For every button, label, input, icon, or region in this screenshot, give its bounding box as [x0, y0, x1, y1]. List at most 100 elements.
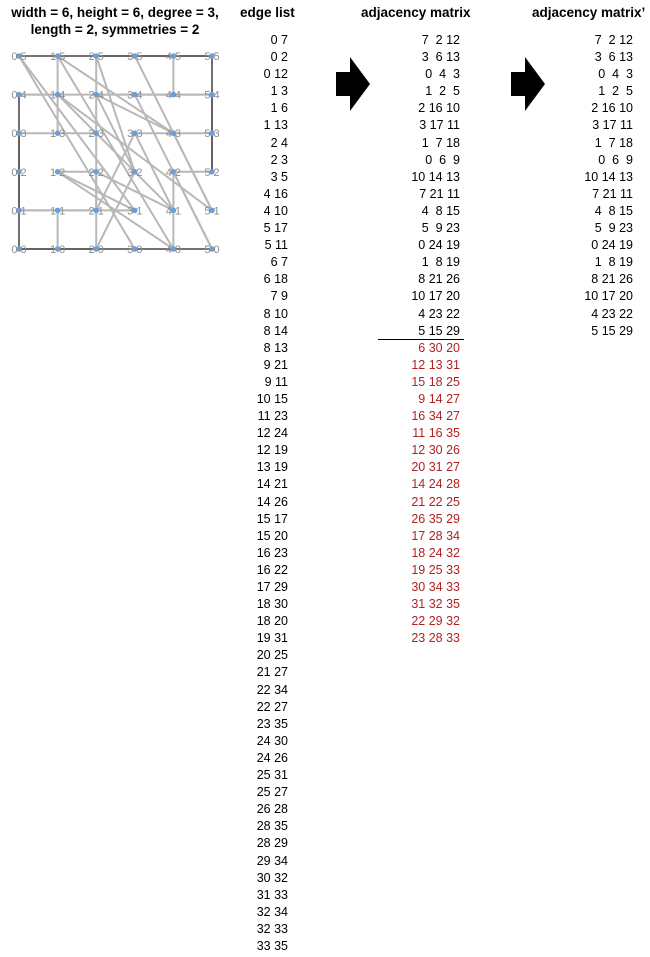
- adjacency-row: 0 24 19: [418, 238, 460, 253]
- node-label: 3 3: [127, 128, 142, 140]
- adjacency-row-extra: 21 22 25: [411, 494, 460, 509]
- edge-row: 32 33: [256, 921, 288, 936]
- edge-row: 5 11: [264, 238, 288, 253]
- adjacency-prime-row: 2 16 10: [591, 101, 633, 116]
- node-label: 2 2: [89, 167, 104, 179]
- adjacency-row-extra: 18 24 32: [411, 545, 460, 560]
- adjacency-prime-row: 1 2 5: [598, 84, 633, 99]
- graph-node: [132, 130, 138, 136]
- adjacency-prime-row: 4 8 15: [594, 203, 633, 218]
- node-label: 5 3: [204, 128, 219, 140]
- edge-list-header: edge list: [240, 5, 295, 20]
- graph-edge: [95, 132, 136, 212]
- edge-row: 1 13: [263, 118, 288, 133]
- edge-row: 22 34: [256, 682, 288, 697]
- adjacency-row-extra: 20 31 27: [411, 460, 460, 475]
- adjacency-row: 5 9 23: [421, 221, 460, 236]
- graph-node: [54, 130, 61, 136]
- adjacency-row-extra: 22 29 32: [411, 614, 460, 629]
- adjacency-prime-row: 10 17 20: [584, 289, 633, 304]
- right-arrow-icon: [336, 57, 370, 111]
- node-label: 0 4: [11, 90, 26, 102]
- edge-row: 26 28: [256, 802, 288, 817]
- adjacency-row-extra: 31 32 35: [411, 597, 460, 612]
- edge-row: 2 4: [270, 135, 288, 150]
- node-label: 5 2: [204, 167, 219, 179]
- edge-row: 28 29: [256, 836, 288, 851]
- edge-row: 20 25: [256, 648, 288, 663]
- graph-node: [170, 53, 177, 59]
- node-label: 2 3: [89, 128, 104, 140]
- edge-row: 12 19: [256, 443, 288, 458]
- graph-node: [132, 169, 138, 175]
- graph-node: [132, 246, 138, 252]
- edge-row: 25 31: [256, 768, 288, 783]
- node-label: 5 1: [204, 205, 219, 217]
- node-label: 1 3: [50, 128, 65, 140]
- graph-node: [16, 130, 22, 136]
- adjacency-row: 8 21 26: [418, 272, 460, 287]
- graph-node: [93, 53, 99, 59]
- edge-row: 31 33: [256, 887, 288, 902]
- node-label: 3 2: [127, 167, 142, 179]
- graph-node: [170, 207, 177, 214]
- adjacency-prime-row: 0 24 19: [591, 238, 633, 253]
- adjacency-prime-row: 7 21 11: [592, 186, 633, 201]
- graph-node: [170, 91, 177, 98]
- adjacency-row-extra: 30 34 33: [411, 580, 460, 594]
- adjacency-row-extra: 16 34 27: [411, 409, 460, 424]
- edge-row: 25 27: [256, 785, 288, 800]
- adjacency-row: 7 2 12: [421, 33, 460, 47]
- edge-row: 29 34: [256, 853, 288, 868]
- graph-node: [54, 169, 61, 175]
- edge-row: 1 3: [270, 84, 288, 99]
- adjacency-row: 4 23 22: [418, 306, 460, 321]
- adjacency-row: 3 17 11: [419, 118, 460, 133]
- edge-row: 7 9: [270, 289, 288, 304]
- node-label: 5 0: [204, 244, 219, 256]
- edge-row: 3 5: [270, 169, 288, 184]
- edge-row: 15 20: [256, 528, 288, 543]
- edge-row: 0 12: [263, 67, 288, 82]
- adjacency-row: 10 14 13: [411, 169, 460, 184]
- adjacency-row-extra: 17 28 34: [411, 528, 460, 543]
- edge-row: 22 27: [256, 699, 288, 714]
- graph-edge: [56, 170, 175, 250]
- node-label: 4 5: [166, 51, 181, 63]
- adjacency-row: 1 8 19: [421, 255, 460, 270]
- adjacency-prime-row: 8 21 26: [591, 272, 633, 287]
- graph-node: [93, 169, 99, 175]
- adjacency-row: 10 17 20: [411, 289, 460, 304]
- adjacency-row: 4 8 15: [421, 203, 460, 218]
- node-label: 2 5: [89, 51, 104, 63]
- adjacency-divider: [378, 339, 464, 340]
- graph-node: [93, 130, 99, 136]
- edge-row: 4 16: [263, 186, 288, 201]
- adjacency-prime-row: 0 4 3: [598, 67, 633, 82]
- node-label: 1 1: [50, 205, 65, 217]
- edge-row: 24 30: [256, 733, 288, 748]
- adjacency-row-extra: 12 13 31: [411, 357, 460, 372]
- adjacency-row-extra: 14 24 28: [411, 477, 460, 492]
- adjacency-row: 0 6 9: [425, 152, 460, 167]
- adjacency-row-extra: 23 28 33: [411, 631, 460, 646]
- graph-node: [93, 207, 99, 214]
- edge-row: 8 13: [263, 340, 288, 355]
- node-label: 3 5: [127, 51, 142, 63]
- graph-node: [16, 91, 22, 98]
- graph-node: [54, 207, 61, 214]
- graph-edge: [56, 93, 175, 212]
- node-label: 3 4: [127, 90, 142, 102]
- edge-row: 8 14: [263, 323, 288, 338]
- node-label: 0 3: [11, 128, 26, 140]
- adjacency-prime-row: 10 14 13: [584, 169, 633, 184]
- edge-row: 14 21: [256, 477, 288, 492]
- adjacency-row-extra: 15 18 25: [411, 374, 460, 389]
- node-label: 4 3: [166, 128, 181, 140]
- adjacency-prime-row: 5 9 23: [594, 221, 633, 236]
- graph-edge: [56, 170, 136, 212]
- graph-edge: [56, 93, 213, 212]
- node-label: 0 2: [11, 167, 26, 179]
- node-label: 2 4: [89, 90, 104, 102]
- adjacency-matrix-prime: 7 2 12 3 6 13 0 4 3 1 2 5 2 16 10 3 17 11 1 7 …: [552, 32, 633, 340]
